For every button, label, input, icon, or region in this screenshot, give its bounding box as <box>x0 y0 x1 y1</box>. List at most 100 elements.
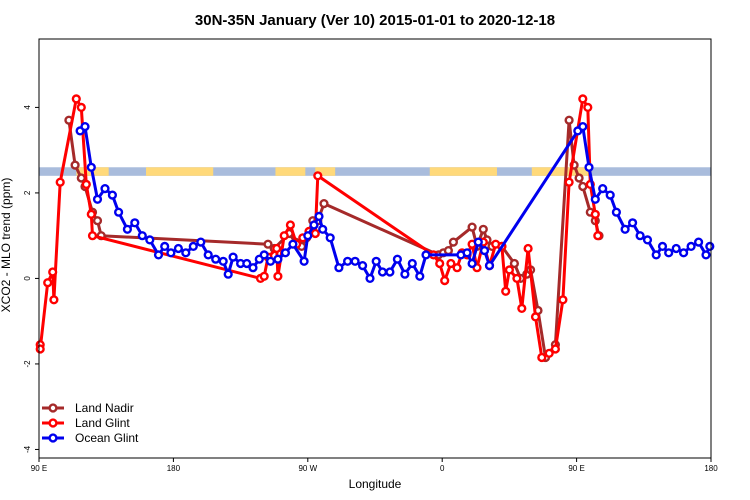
point-land-glint <box>272 243 282 254</box>
y-tick-label: 0 <box>23 276 32 281</box>
point-ocean-glint <box>605 190 615 200</box>
point-ocean-glint <box>259 250 269 260</box>
point-land-nadir <box>509 258 520 269</box>
point-land-nadir <box>443 246 454 256</box>
point-ocean-glint <box>203 250 213 260</box>
point-ocean-glint <box>107 190 118 200</box>
point-ocean-glint <box>113 207 124 217</box>
point-ocean-glint <box>153 250 164 260</box>
plot-frame <box>38 38 712 459</box>
point-ocean-glint <box>611 207 622 217</box>
land-band-segment <box>429 167 497 176</box>
point-ocean-glint <box>671 243 681 254</box>
point-land-glint <box>550 344 561 354</box>
point-land-glint <box>313 171 323 181</box>
point-ocean-glint <box>479 246 490 256</box>
point-land-nadir <box>564 115 574 125</box>
point-ocean-glint <box>705 241 715 252</box>
point-ocean-glint <box>273 254 283 264</box>
point-ocean-glint <box>314 211 324 222</box>
point-ocean-glint <box>462 248 472 258</box>
point-ocean-glint <box>642 235 653 245</box>
point-ocean-glint <box>218 256 228 266</box>
point-land-nadir <box>574 173 584 183</box>
point-ocean-glint <box>627 218 638 228</box>
land-band-segment <box>146 167 214 176</box>
point-ocean-glint <box>365 273 375 284</box>
point-land-glint <box>259 271 269 281</box>
y-tick-label: -4 <box>23 445 32 453</box>
point-land-glint <box>55 177 65 187</box>
point-land-nadir <box>70 160 80 170</box>
point-land-glint <box>48 267 58 277</box>
point-land-glint <box>512 273 522 284</box>
point-land-glint <box>49 295 59 305</box>
point-ocean-glint <box>137 231 147 241</box>
point-ocean-glint <box>100 184 110 194</box>
point-ocean-glint <box>228 252 238 262</box>
legend-swatch-marker <box>48 433 58 443</box>
point-land-glint <box>537 352 547 363</box>
point-land-glint <box>583 102 593 113</box>
point-ocean-glint <box>651 250 661 260</box>
x-tick-label: 180 <box>167 464 181 473</box>
point-land-nadir <box>319 199 329 209</box>
point-land-glint <box>279 231 289 241</box>
point-ocean-glint <box>223 269 233 279</box>
point-ocean-glint <box>248 263 258 273</box>
series-layer <box>35 94 715 363</box>
point-ocean-glint <box>701 250 711 260</box>
point-land-glint <box>86 209 96 219</box>
point-ocean-glint <box>80 121 90 132</box>
point-ocean-glint <box>421 250 431 260</box>
x-tick-label: 90 E <box>31 464 47 473</box>
point-ocean-glint <box>400 269 410 279</box>
point-land-nadir <box>478 224 488 234</box>
point-land-glint <box>35 344 45 354</box>
land-ocean-band <box>39 167 711 176</box>
point-ocean-glint <box>664 248 674 258</box>
point-ocean-glint <box>318 224 328 234</box>
y-tick-label: 4 <box>23 105 32 110</box>
point-ocean-glint <box>392 254 403 264</box>
y-axis-label: XCO2 - MLO trend (ppm) <box>0 178 13 313</box>
legend-swatch-marker <box>48 403 58 413</box>
legend-item-land-glint: Land Glint <box>42 416 130 430</box>
point-ocean-glint <box>130 218 140 228</box>
point-land-glint <box>530 312 541 322</box>
point-land-glint <box>273 271 283 281</box>
point-ocean-glint <box>578 121 588 132</box>
point-land-glint <box>452 263 462 273</box>
point-ocean-glint <box>678 248 689 258</box>
point-ocean-glint <box>467 258 477 269</box>
point-land-glint <box>76 102 86 113</box>
point-land-nadir <box>263 239 273 249</box>
point-ocean-glint <box>181 248 191 258</box>
land-band-segment <box>275 167 306 176</box>
point-land-nadir <box>76 173 86 183</box>
series-ocean-glint <box>75 121 715 284</box>
x-tick-label: 90 E <box>568 464 584 473</box>
point-land-glint <box>590 209 600 219</box>
point-land-glint <box>43 278 53 288</box>
point-ocean-glint <box>358 261 368 271</box>
point-ocean-glint <box>173 243 184 254</box>
point-ocean-glint <box>473 237 483 247</box>
x-tick-label: 0 <box>440 464 445 473</box>
point-ocean-glint <box>188 241 198 252</box>
point-ocean-glint <box>145 235 155 245</box>
x-tick-label: 90 W <box>298 464 317 473</box>
point-land-nadir <box>467 222 477 232</box>
point-land-glint <box>440 276 450 286</box>
point-ocean-glint <box>166 248 176 258</box>
point-land-glint <box>71 94 81 104</box>
point-ocean-glint <box>377 267 388 277</box>
x-axis-label: Longitude <box>349 477 402 491</box>
point-land-glint <box>310 228 320 239</box>
series-line-land-nadir <box>67 118 601 359</box>
ocean-band <box>39 167 711 176</box>
point-ocean-glint <box>350 256 360 266</box>
point-ocean-glint <box>620 224 630 234</box>
land-band-segment <box>315 167 336 176</box>
